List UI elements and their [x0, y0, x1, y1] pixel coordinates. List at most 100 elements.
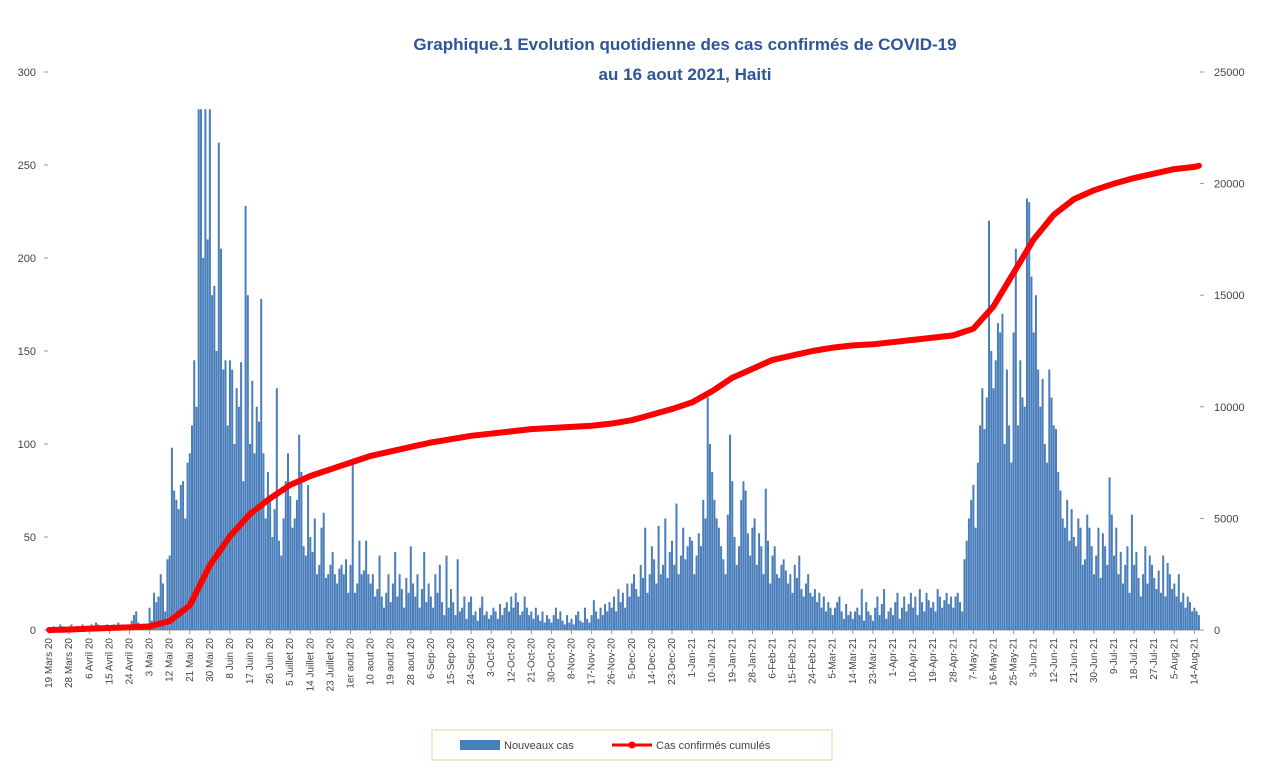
bar [182, 481, 185, 630]
bar [925, 592, 928, 630]
bar [443, 615, 446, 630]
bar [1046, 462, 1049, 630]
bar [548, 618, 551, 630]
bar [1041, 378, 1044, 630]
bar [617, 589, 620, 630]
bar [923, 611, 926, 630]
bar [856, 607, 859, 630]
bar [324, 577, 327, 630]
bar [253, 453, 256, 630]
bar [574, 615, 578, 630]
bar [496, 618, 499, 630]
bar [418, 607, 421, 630]
bar [356, 583, 359, 630]
bar [762, 574, 765, 630]
bar [369, 583, 372, 630]
bar [240, 362, 243, 630]
bar [639, 564, 642, 630]
bar [1088, 527, 1091, 630]
x-tick-label: 14-Mar-21 [848, 638, 859, 685]
bar [193, 360, 196, 630]
bar [271, 537, 274, 630]
bar [211, 295, 214, 630]
bar [675, 503, 678, 630]
bar [936, 589, 939, 630]
bar [742, 481, 745, 630]
bar [892, 615, 895, 630]
x-tick-label: 24-Feb-21 [808, 638, 819, 685]
x-tick-label: 12-Oct-20 [506, 638, 517, 683]
bar [1115, 527, 1118, 630]
bar [804, 583, 807, 630]
bar [190, 425, 194, 630]
bar [398, 574, 401, 630]
bar [302, 546, 305, 630]
bar [880, 603, 883, 630]
bar [912, 607, 915, 630]
bar [963, 559, 966, 630]
x-tick-label: 27-Jul-21 [1149, 638, 1160, 680]
bar [300, 471, 303, 630]
bar [338, 568, 341, 630]
x-tick-label: 15 Avril 20 [104, 638, 115, 685]
bar [744, 490, 747, 630]
bar [550, 622, 553, 630]
bar [1025, 198, 1028, 631]
x-tick-label: 17 Juin 20 [245, 638, 256, 685]
bar [1168, 574, 1171, 630]
bar [684, 559, 687, 630]
bar [778, 577, 781, 630]
bar [601, 615, 604, 630]
bar [796, 577, 799, 630]
x-tick-label: 14-Dec-20 [647, 638, 658, 685]
line [46, 162, 1202, 633]
bar [1012, 332, 1015, 630]
bar [204, 109, 207, 630]
bar [847, 615, 850, 630]
bar [851, 618, 854, 630]
y2-tick-label: 20000 [1214, 179, 1245, 191]
bar [215, 351, 218, 630]
x-tick-label: 6-Sep-20 [426, 638, 437, 680]
bar [700, 546, 703, 630]
bar [264, 518, 267, 630]
bar [693, 574, 696, 630]
bar [845, 603, 848, 630]
x-tick-label: 9-Jul-21 [1109, 638, 1120, 675]
bar [1021, 397, 1024, 630]
bar [641, 577, 644, 630]
bar [400, 589, 403, 630]
bar [956, 592, 959, 630]
bar [186, 462, 189, 630]
bar [1197, 615, 1200, 630]
bar [412, 583, 415, 630]
y2-tick-label: 5000 [1214, 513, 1238, 525]
bar [499, 603, 502, 630]
legend-label: Cas confirmés cumulés [656, 740, 771, 752]
bar [751, 527, 754, 630]
bar [666, 577, 669, 630]
bar [336, 583, 339, 630]
bar [166, 559, 169, 630]
x-tick-label: 25-May-21 [1009, 638, 1020, 686]
x-tick-label: 8 Juin 20 [225, 638, 236, 679]
y2-tick-label: 0 [1214, 625, 1220, 637]
bar [889, 607, 892, 630]
bar [760, 546, 763, 630]
bar [615, 611, 618, 630]
bar [425, 602, 428, 630]
bar [1166, 563, 1169, 630]
bar [816, 602, 819, 630]
bar [1054, 429, 1058, 630]
bar [921, 602, 924, 630]
bar [673, 564, 676, 630]
bar [784, 570, 787, 630]
bar [829, 607, 832, 630]
bar [775, 574, 778, 630]
bar [414, 596, 417, 630]
bar [349, 564, 352, 630]
bar [695, 555, 698, 630]
bar [958, 602, 962, 630]
bar [161, 583, 164, 630]
